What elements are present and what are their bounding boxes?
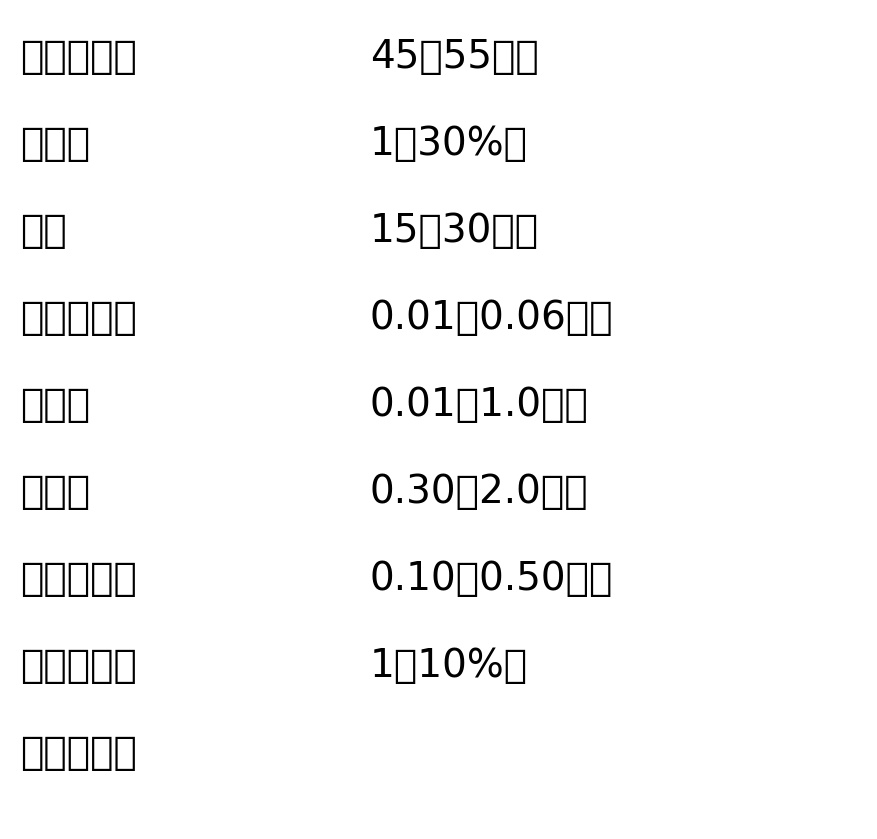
Text: 45～55％，: 45～55％， — [369, 38, 538, 76]
Text: 0.10～0.50％，: 0.10～0.50％， — [369, 560, 613, 598]
Text: 1～30%，: 1～30%， — [369, 125, 527, 163]
Text: 15～30％，: 15～30％， — [369, 212, 538, 250]
Text: 铝酸盐水泥: 铝酸盐水泥 — [20, 38, 137, 76]
Text: 1～10%；: 1～10%； — [369, 647, 528, 685]
Text: 调凝剂: 调凝剂 — [20, 473, 90, 511]
Text: 橡胶粉: 橡胶粉 — [20, 125, 90, 163]
Text: 0.01～1.0％，: 0.01～1.0％， — [369, 386, 588, 424]
Text: 增稠剂: 增稠剂 — [20, 386, 90, 424]
Text: 莙料: 莙料 — [20, 212, 67, 250]
Text: 粉体消泡剂: 粉体消泡剂 — [20, 299, 137, 337]
Text: 0.01～0.06％，: 0.01～0.06％， — [369, 299, 613, 337]
Text: 高效减水剂: 高效减水剂 — [20, 560, 137, 598]
Text: 抗裂减缩剂: 抗裂减缩剂 — [20, 647, 137, 685]
Text: 余量为水，: 余量为水， — [20, 734, 137, 772]
Text: 0.30～2.0％，: 0.30～2.0％， — [369, 473, 588, 511]
